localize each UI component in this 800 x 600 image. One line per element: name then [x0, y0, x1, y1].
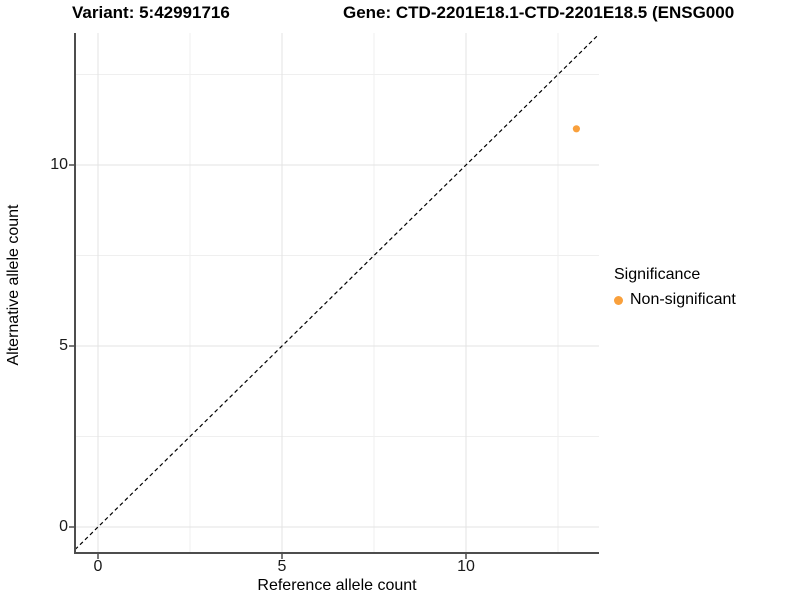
y-axis-title: Alternative allele count: [5, 204, 22, 366]
variant-title: Variant: 5:42991716: [72, 3, 230, 22]
circle-dot-icon: [614, 295, 623, 305]
x-tick-label: 0: [93, 558, 103, 575]
legend-title: Significance: [614, 266, 701, 283]
y-tick-label: 0: [59, 518, 68, 535]
y-tick-label: 10: [50, 156, 68, 173]
legend-item-non-significant: Non-significant: [614, 290, 736, 310]
legend: Significance Non-significant: [614, 265, 736, 310]
legend-item-label: Non-significant: [630, 291, 736, 308]
x-axis-title: Reference allele count: [257, 577, 417, 594]
x-tick-label: 5: [277, 558, 287, 575]
x-tick-label: 10: [457, 558, 475, 575]
gene-title: Gene: CTD-2201E18.1-CTD-2201E18.5 (ENSG0…: [343, 3, 735, 22]
data-point: [572, 125, 581, 133]
y-tick-label: 5: [59, 337, 68, 354]
identity-reference-line: [74, 33, 600, 551]
